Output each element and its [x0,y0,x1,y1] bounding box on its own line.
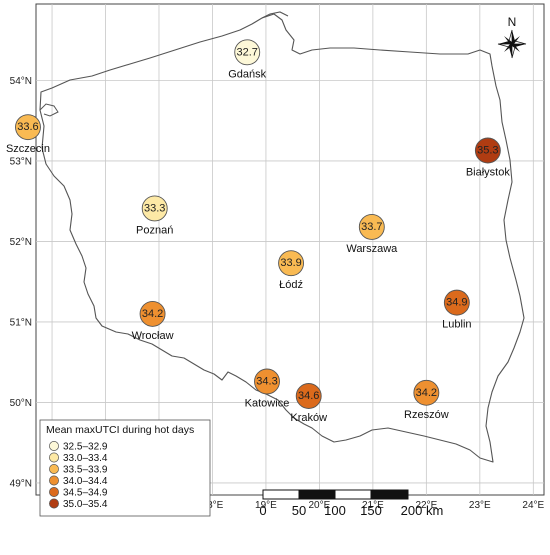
legend-item: 33.5–33.9 [49,464,108,476]
legend-label: 32.5–32.9 [63,442,108,453]
x-tick-label: 20°E [309,500,331,511]
legend-item: 32.5–32.9 [49,441,108,453]
legend-items: 32.5–32.933.0–33.433.5–33.934.0–34.434.5… [49,441,108,510]
scale-label-0: 0 [259,503,266,518]
city-circle [413,379,440,406]
legend-swatch [49,452,59,463]
legend-swatch [49,464,59,474]
y-tick-label: 50°N [10,398,32,409]
legend-item: 33.0–33.4 [49,452,108,464]
city-marker: 34.2 Wrocław [132,300,174,342]
city-value: 33.7 [361,221,382,233]
city-marker: 32.7 Gdańsk [228,39,267,80]
y-tick-label: 52°N [10,237,32,248]
city-circle [139,300,166,327]
city-marker: 33.7 Warszawa [346,214,398,255]
city-marker: 35.3 Białystok [466,137,511,178]
compass-rose-icon [497,29,527,59]
city-circle [278,250,305,277]
city-circle [254,368,280,395]
city-name: Poznań [136,224,173,236]
city-circle [443,289,470,316]
hel-peninsula [261,11,289,19]
north-arrow: N [497,15,527,59]
city-marker: 33.6 Szczecin [6,114,50,155]
city-name: Szczecin [6,143,50,155]
legend-title: Mean maxUTCI during hot days [46,424,194,436]
city-name: Lublin [442,319,471,331]
legend-item: 34.5–34.9 [49,487,108,499]
city-name: Gdańsk [228,68,266,80]
y-tick-label: 54°N [10,76,32,87]
legend-swatch [49,487,59,497]
legend-swatch [49,441,59,451]
city-circle [474,137,501,164]
x-tick-label: 23°E [469,500,491,511]
city-value: 34.2 [142,308,163,320]
north-label: N [508,15,517,29]
latitude-ticks: 54°N 53°N 52°N 51°N 50°N 49°N [10,76,32,489]
legend: Mean maxUTCI during hot days 32.5–32.933… [39,419,211,517]
scale-label-100: 100 [324,503,346,518]
city-marker: 33.9 Łódź [278,250,305,291]
city-value: 33.3 [144,202,165,214]
szczecin-lagoon [39,103,59,117]
city-name: Wrocław [132,330,174,342]
city-name: Białystok [466,166,511,178]
city-markers: 32.7 Gdańsk 33.6 Szczecin 35.3 Białystok 33.3 P… [6,39,511,424]
city-name: Kraków [290,412,327,424]
legend-label: 34.0–34.4 [63,476,108,487]
x-tick-label: 18°E [202,500,224,511]
y-tick-label: 49°N [10,478,32,489]
scale-label-50: 50 [292,503,306,518]
city-value: 33.9 [280,257,301,269]
city-value: 34.2 [416,387,437,399]
city-value: 32.7 [237,46,258,58]
city-name: Rzeszów [404,409,449,421]
legend-label: 33.5–33.9 [63,465,108,476]
city-marker: 34.3 Katowice [245,368,290,410]
city-marker: 34.9 Lublin [442,289,472,331]
legend-label: 33.0–33.4 [63,453,108,464]
city-name: Katowice [245,398,290,410]
map-frame [35,3,545,496]
x-tick-label: 22°E [415,500,437,511]
scale-label-200: 200 km [401,503,444,518]
y-tick-label: 53°N [10,156,32,167]
scale-bar: 0 50 100 150 200 km [259,489,444,518]
city-value: 34.9 [446,297,467,309]
city-circle [295,383,322,409]
y-tick-label: 51°N [10,317,32,328]
city-name: Warszawa [346,243,398,255]
legend-label: 35.0–35.4 [63,499,108,510]
city-value: 34.3 [256,376,277,388]
legend-swatch [49,475,59,486]
scale-label-150: 150 [360,503,382,518]
x-tick-label: 24°E [522,500,544,511]
city-name: Łódź [279,279,303,291]
city-circle [234,39,261,66]
legend-box [39,419,211,517]
city-circle [358,214,385,240]
city-marker: 34.6 Kraków [290,383,327,424]
city-value: 33.6 [17,121,38,133]
x-tick-label: 19°E [255,500,277,511]
city-marker: 33.3 Poznań [136,195,173,236]
poland-boundary [39,13,525,463]
city-circle [141,195,168,222]
legend-label: 34.5–34.9 [63,488,108,499]
x-tick-label: 21°E [362,500,384,511]
city-marker: 34.2 Rzeszów [404,379,449,421]
legend-item: 35.0–35.4 [49,498,108,510]
legend-item: 34.0–34.4 [49,475,108,487]
legend-swatch [49,498,59,509]
graticule [36,4,544,495]
city-value: 35.3 [477,144,498,156]
city-circle [15,114,41,141]
city-value: 34.6 [298,390,319,402]
